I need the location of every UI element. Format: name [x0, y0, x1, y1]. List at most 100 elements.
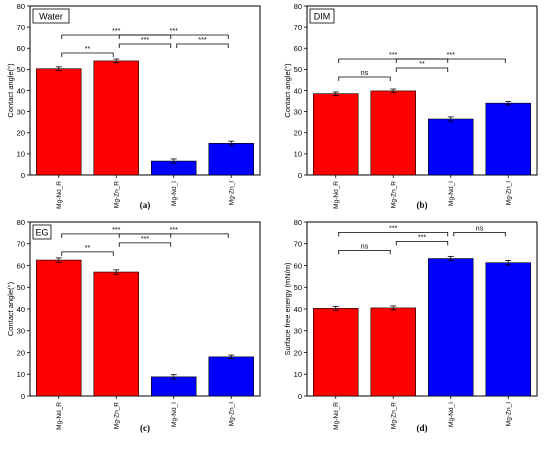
significance-label: ***	[418, 234, 426, 241]
bar	[93, 271, 139, 397]
y-tick-label: 60	[294, 261, 302, 270]
significance-label: ***	[198, 37, 206, 44]
significance-label: ns	[361, 243, 369, 250]
x-tick-label: Mg-Nd_I	[171, 402, 178, 427]
bar	[485, 262, 531, 397]
y-tick-label: 70	[17, 23, 25, 32]
x-tick-label: Mg-Zn_R	[390, 402, 397, 429]
y-tick-label: 70	[294, 240, 302, 249]
y-tick-label: 80	[294, 218, 302, 227]
panel-b: 0 10 20 30 40 50 60 70 80 Contact angle(°) Mg-Nd_R…	[283, 2, 538, 210]
significance-bracket	[338, 231, 449, 237]
panel-d: 0 10 20 30 40 50 60 70 80 Surface free energy (mN…	[283, 218, 538, 433]
y-tick-label: 80	[17, 2, 25, 11]
x-tick-label: Mg-Zn_I	[228, 181, 235, 205]
significance-bracket	[395, 240, 449, 246]
significance-bracket	[453, 231, 506, 237]
significance-bracket	[61, 34, 172, 40]
y-axis-label: Surface free energy (mN/m)	[283, 262, 292, 355]
x-tick-label: Mg-Zn_R	[113, 181, 120, 208]
x-tick-label: Mg-Zn_I	[505, 181, 512, 205]
significance-label: ***	[170, 227, 178, 234]
panel-caption: (a)	[140, 200, 151, 210]
bar	[313, 308, 359, 397]
y-tick-label: 0	[298, 392, 302, 401]
inset-label-box	[309, 8, 335, 24]
y-tick-label: 50	[17, 283, 25, 292]
significance-bracket	[118, 34, 229, 40]
y-tick-label: 20	[294, 348, 302, 357]
y-tick-label: 60	[17, 44, 25, 53]
significance-bracket	[338, 76, 391, 81]
y-tick-label: 30	[294, 107, 302, 116]
y-tick-label: 60	[294, 44, 302, 53]
significance-bracket	[118, 233, 229, 238]
significance-bracket	[338, 58, 449, 63]
bar	[370, 307, 416, 397]
bar	[428, 118, 474, 176]
significance-label: **	[85, 46, 91, 53]
y-tick-label: 30	[17, 327, 25, 336]
bar	[485, 102, 531, 176]
y-tick-label: 0	[21, 392, 25, 401]
significance-label: ***	[389, 225, 397, 232]
inset-label: Water	[39, 12, 63, 22]
y-axis-label: Contact angle(°)	[6, 281, 15, 336]
x-tick-label: Mg-Nd_R	[56, 181, 63, 209]
x-tick-label: Mg-Zn_I	[228, 402, 235, 426]
significance-label: **	[85, 245, 91, 252]
y-axis-label: Contact angle(°)	[283, 63, 292, 118]
x-tick-label: Mg-Nd_R	[56, 402, 63, 430]
bar	[208, 356, 254, 397]
y-tick-label: 40	[294, 305, 302, 314]
significance-label: ***	[170, 28, 178, 35]
significance-bracket	[118, 43, 172, 49]
panel-c: 0 10 20 30 40 50 60 70 80 Contact angle(°) Mg-Nd_R…	[6, 218, 261, 433]
significance-bracket	[176, 43, 229, 49]
y-tick-label: 10	[17, 150, 25, 159]
bar	[151, 376, 197, 397]
panel-a: 0 10 20 30 40 50 60 70 80 Contact angle(°) Mg-Nd_R…	[6, 2, 261, 210]
x-tick-label: Mg-Nd_I	[448, 402, 455, 427]
x-tick-label: Mg-Nd_I	[448, 181, 455, 206]
bar	[370, 90, 416, 176]
x-tick-label: Mg-Zn_R	[113, 402, 120, 429]
significance-bracket	[61, 52, 114, 58]
significance-bracket	[338, 249, 391, 255]
y-tick-label: 60	[17, 261, 25, 270]
y-tick-label: 40	[17, 305, 25, 314]
significance-bracket	[118, 242, 172, 247]
y-tick-label: 70	[294, 23, 302, 32]
inset-label-box	[32, 8, 70, 24]
significance-label: ***	[447, 52, 455, 59]
y-tick-label: 80	[294, 2, 302, 11]
y-tick-label: 20	[294, 129, 302, 138]
bar	[36, 259, 82, 397]
y-tick-label: 40	[17, 86, 25, 95]
x-tick-label: Mg-Zn_R	[390, 181, 397, 208]
significance-bracket	[395, 67, 449, 72]
significance-label: ***	[112, 227, 120, 234]
significance-label: ns	[361, 70, 369, 77]
significance-label: ***	[112, 28, 120, 35]
inset-label: DIM	[314, 12, 331, 22]
y-tick-label: 0	[21, 171, 25, 180]
panel-caption: (b)	[417, 200, 428, 210]
significance-bracket	[61, 233, 172, 238]
x-tick-label: Mg-Zn_I	[505, 402, 512, 426]
panel-caption: (d)	[417, 423, 428, 433]
bar	[313, 93, 359, 176]
x-tick-label: Mg-Nd_R	[333, 181, 340, 209]
significance-label: ***	[389, 52, 397, 59]
y-tick-label: 80	[17, 218, 25, 227]
significance-label: ns	[476, 225, 484, 232]
inset-label-box	[32, 224, 52, 240]
inset-label: EG	[35, 228, 48, 238]
y-tick-label: 10	[17, 370, 25, 379]
significance-label: ***	[141, 37, 149, 44]
bar	[208, 143, 254, 176]
y-tick-label: 70	[17, 240, 25, 249]
y-tick-label: 30	[294, 327, 302, 336]
